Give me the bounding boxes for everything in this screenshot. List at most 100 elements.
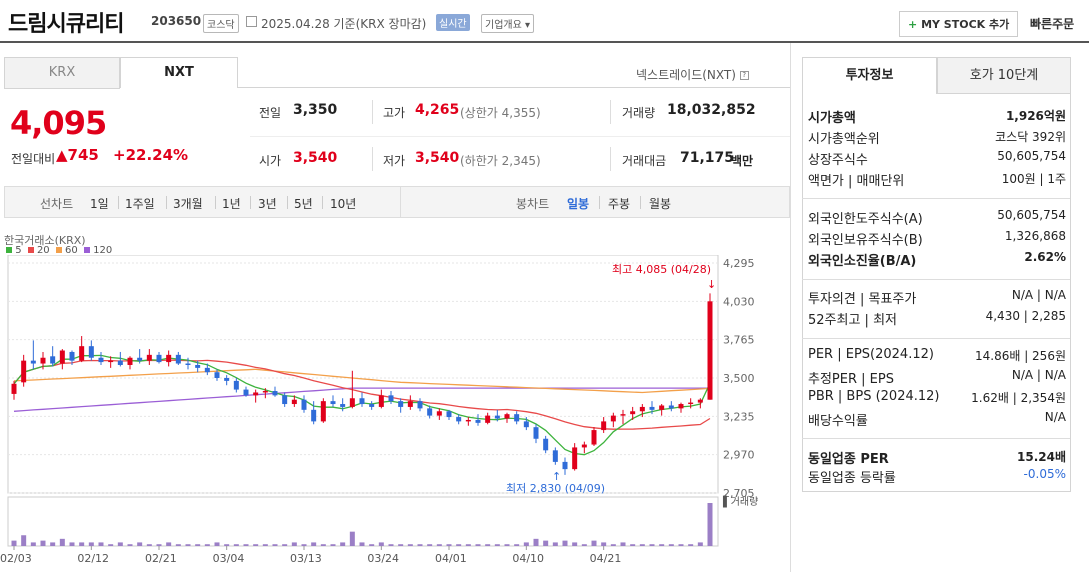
candle-body xyxy=(330,401,336,405)
candle-body xyxy=(446,411,452,418)
candle-body xyxy=(378,395,384,407)
prev-close-label: 전일 xyxy=(259,106,282,120)
y-tick-label: 4,030 xyxy=(723,295,755,308)
info-value: N/A | N/A xyxy=(1011,288,1066,302)
candle-body xyxy=(98,357,104,363)
nextrade-label: 넥스트레이드(NXT) xyxy=(636,68,736,82)
plot-frame xyxy=(7,255,719,494)
candle-body xyxy=(69,351,75,361)
divider xyxy=(215,196,216,209)
my-stock-add-button[interactable]: + MY STOCK 추가 xyxy=(899,11,1019,37)
plus-icon: + xyxy=(908,18,918,31)
help-icon: ? xyxy=(739,71,749,80)
tab-orderbook[interactable]: 호가 10단계 xyxy=(937,57,1071,94)
candle-body xyxy=(417,401,423,409)
open-value: 3,540 xyxy=(293,150,338,166)
candle-body xyxy=(282,395,288,405)
volume-bar xyxy=(21,535,27,546)
volume-bar xyxy=(195,544,201,546)
section-divider xyxy=(802,279,1070,280)
ma20-label: 20 xyxy=(36,245,50,256)
price-chart[interactable]: 4,295 4,030 3,765 3,500 3,235 2,970 2,705 최고 4,… xyxy=(0,255,790,572)
tab-krx[interactable]: KRX xyxy=(4,57,120,89)
candle-body xyxy=(572,447,578,470)
candle-monthly[interactable]: 월봉 xyxy=(649,197,672,211)
candle-body xyxy=(398,401,404,407)
candle-body xyxy=(543,438,549,451)
current-price: 4,095 xyxy=(10,104,107,142)
volume-bar xyxy=(340,542,346,546)
divider xyxy=(287,196,288,209)
divider xyxy=(640,196,641,209)
lower-limit: (하한가 2,345) xyxy=(460,154,541,168)
tab-investment-info[interactable]: 투자정보 xyxy=(802,57,937,94)
period-1y[interactable]: 1년 xyxy=(222,197,241,211)
ma5-swatch xyxy=(6,247,12,253)
chevron-down-icon: ▾ xyxy=(525,20,531,31)
period-3y[interactable]: 3년 xyxy=(258,197,277,211)
candle-body xyxy=(388,395,394,402)
candle-daily[interactable]: 일봉 xyxy=(567,197,590,211)
period-1w[interactable]: 1주일 xyxy=(125,197,155,211)
toolbar-divider xyxy=(400,187,401,217)
x-tick-label: 02/21 xyxy=(145,552,177,565)
volume-bar xyxy=(649,544,655,546)
volume-bar xyxy=(233,544,239,546)
divider xyxy=(610,147,611,171)
candle-body xyxy=(456,417,462,422)
volume-bar xyxy=(581,544,587,546)
x-tick-label: 04/01 xyxy=(435,552,467,565)
candle-body xyxy=(581,444,587,448)
info-value: 4,430 | 2,285 xyxy=(985,309,1066,323)
info-row: 외국인소진율(B/A) 2.62% xyxy=(808,250,1066,269)
ma-line-60 xyxy=(13,368,711,394)
candle-weekly[interactable]: 주봉 xyxy=(608,197,631,211)
volume-bar xyxy=(475,544,481,546)
candle-body xyxy=(620,414,626,416)
volume-bar xyxy=(456,544,462,546)
volume-bar xyxy=(330,544,336,546)
tab-nxt[interactable]: NXT xyxy=(120,57,238,88)
volume-bar xyxy=(291,542,297,546)
candle-body xyxy=(40,357,46,364)
period-10y[interactable]: 10년 xyxy=(330,197,357,211)
volume-bar xyxy=(349,531,355,546)
nextrade-link[interactable]: 넥스트레이드(NXT) ? xyxy=(636,66,749,83)
down-arrow-icon: ↓ xyxy=(707,278,716,291)
volume-bar xyxy=(146,544,152,546)
period-1d[interactable]: 1일 xyxy=(90,197,109,211)
amount-value: 71,175 xyxy=(680,150,735,166)
volume-bar xyxy=(504,544,510,546)
company-overview-dropdown[interactable]: 기업개요 ▾ xyxy=(481,14,535,33)
divider xyxy=(166,196,167,209)
info-label: 52주최고 | 최저 xyxy=(808,313,897,328)
volume-bar xyxy=(697,542,703,546)
divider xyxy=(599,196,600,209)
candle-body xyxy=(659,405,665,410)
volume-bar xyxy=(436,544,442,546)
period-5y[interactable]: 5년 xyxy=(294,197,313,211)
info-label: 외국인보유주식수(B) xyxy=(808,233,923,248)
candle-body xyxy=(195,364,201,368)
candle-body xyxy=(175,354,181,364)
realtime-badge[interactable]: 실시간 xyxy=(436,14,470,31)
info-value: 코스닥 392위 xyxy=(995,130,1066,144)
ma60-swatch xyxy=(55,247,62,253)
y-tick-label: 2,970 xyxy=(723,449,755,462)
volume-bar xyxy=(465,544,471,546)
candle-body xyxy=(156,354,162,363)
candle-body xyxy=(204,367,210,373)
volume-bar xyxy=(572,542,578,546)
volume-bar xyxy=(243,544,249,546)
period-3m[interactable]: 3개월 xyxy=(173,197,203,211)
volume-bar xyxy=(485,544,491,546)
ma20-swatch xyxy=(27,247,34,253)
candle-body xyxy=(88,346,94,358)
info-value: 100원 | 1주 xyxy=(1001,172,1066,186)
volume-bar xyxy=(562,540,568,546)
y-tick-label: 3,235 xyxy=(723,410,755,423)
volume-bar xyxy=(427,544,433,546)
candle-body xyxy=(214,372,220,378)
volume-bar xyxy=(30,542,36,546)
quick-order-link[interactable]: 빠른주문 xyxy=(1030,17,1075,31)
